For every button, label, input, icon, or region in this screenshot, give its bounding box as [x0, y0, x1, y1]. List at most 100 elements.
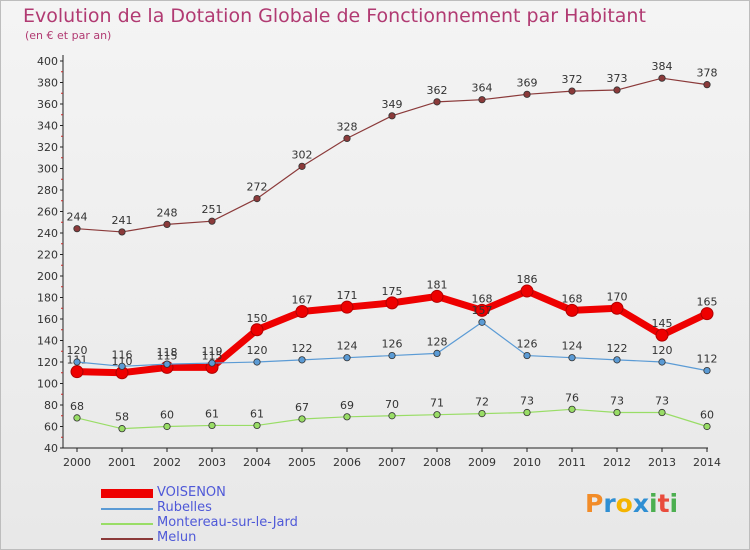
data-label: 126	[382, 338, 403, 351]
y-tick-label: 160	[37, 313, 58, 326]
data-label: 76	[565, 391, 579, 404]
data-point	[658, 358, 666, 366]
data-point	[475, 303, 489, 317]
data-label: 112	[697, 353, 718, 366]
data-point	[523, 351, 531, 360]
y-tick-label: 220	[37, 249, 58, 262]
legend-label: Melun	[157, 530, 197, 545]
data-point	[523, 90, 531, 98]
data-point	[568, 354, 576, 362]
data-label: 241	[112, 214, 133, 227]
y-tick-label: 300	[37, 163, 58, 176]
data-label: 120	[247, 344, 268, 357]
y-tick-label: 140	[37, 335, 58, 348]
data-point	[703, 81, 711, 89]
data-label: 61	[205, 407, 219, 420]
data-label: 122	[607, 342, 628, 355]
logo-letter: r	[603, 489, 616, 518]
legend-swatch	[101, 489, 153, 498]
data-label: 157	[472, 304, 493, 317]
data-label: 120	[652, 344, 673, 357]
data-point	[340, 300, 354, 314]
y-tick-label: 40	[44, 442, 58, 455]
data-label: 372	[562, 73, 583, 86]
chart-subtitle: (en € et par an)	[25, 29, 112, 42]
data-label: 124	[337, 340, 358, 353]
data-point	[118, 425, 126, 433]
y-tick-label: 60	[44, 421, 58, 434]
data-point	[163, 360, 171, 368]
data-label: 61	[250, 407, 264, 420]
data-label: 126	[517, 338, 538, 351]
x-tick-label: 2011	[558, 456, 586, 469]
data-label: 272	[247, 181, 268, 194]
data-point	[568, 405, 576, 413]
data-label: 122	[292, 342, 313, 355]
data-label: 248	[157, 206, 178, 219]
data-point	[388, 112, 396, 120]
data-point	[343, 134, 351, 142]
y-tick-label: 260	[37, 206, 58, 219]
y-tick-label: 180	[37, 292, 58, 305]
x-tick-label: 2010	[513, 456, 541, 469]
data-point	[343, 413, 351, 421]
data-point	[73, 414, 81, 422]
data-point	[565, 303, 579, 317]
legend-label: Montereau-sur-le-Jard	[157, 515, 298, 530]
data-point	[73, 358, 81, 366]
data-label: 110	[112, 355, 133, 368]
data-point	[478, 96, 486, 104]
x-tick-label: 2004	[243, 456, 271, 469]
y-tick-label: 380	[37, 77, 58, 90]
series-melun: 244 241 248 251 272 302 328 349 362 364 369 372 373 3…	[67, 60, 718, 236]
data-point	[163, 422, 171, 431]
data-label: 124	[562, 340, 583, 353]
data-label: 73	[610, 395, 624, 408]
data-label: 119	[202, 345, 223, 358]
logo-letter: P	[585, 489, 604, 518]
logo-letter: o	[615, 489, 633, 518]
data-point	[73, 225, 81, 233]
legend-label: Rubelles	[157, 500, 212, 515]
data-label: 118	[157, 346, 178, 359]
chart-title: Evolution de la Dotation Globale de Fonc…	[23, 5, 646, 27]
y-tick-label: 100	[37, 378, 58, 391]
data-point	[700, 307, 714, 321]
data-label: 69	[340, 399, 354, 412]
data-label: 362	[427, 84, 448, 97]
data-point	[118, 362, 126, 370]
data-label: 150	[247, 312, 268, 325]
x-tick-label: 2002	[153, 456, 181, 469]
data-label: 168	[562, 292, 583, 305]
x-tick-label: 2013	[648, 456, 676, 469]
data-point	[253, 195, 261, 203]
x-tick-label: 2006	[333, 456, 361, 469]
series-rubelles: 120 116 118 119 120 122 124 126 128 157 126 124 122 1…	[67, 304, 718, 375]
data-label: 170	[607, 290, 628, 303]
data-point	[703, 422, 711, 431]
legend-swatch	[101, 538, 153, 540]
y-tick-label: 320	[37, 141, 58, 154]
data-point	[298, 356, 306, 364]
data-label: 128	[427, 335, 448, 348]
x-tick-label: 2005	[288, 456, 316, 469]
data-point	[385, 296, 399, 310]
data-point	[70, 365, 84, 379]
x-tick-label: 2012	[603, 456, 631, 469]
data-label: 384	[652, 60, 673, 73]
y-tick-label: 120	[37, 356, 58, 369]
data-point	[430, 289, 444, 303]
data-label: 165	[697, 296, 718, 309]
data-label: 68	[70, 400, 84, 413]
logo-letter: i	[669, 489, 679, 518]
x-tick-label: 2000	[63, 456, 91, 469]
x-tick-label: 2001	[108, 456, 136, 469]
data-point	[208, 359, 216, 367]
data-label: 67	[295, 401, 309, 414]
data-label: 115	[202, 349, 223, 362]
data-point	[298, 162, 306, 170]
data-point	[298, 415, 306, 423]
data-point	[478, 409, 486, 418]
